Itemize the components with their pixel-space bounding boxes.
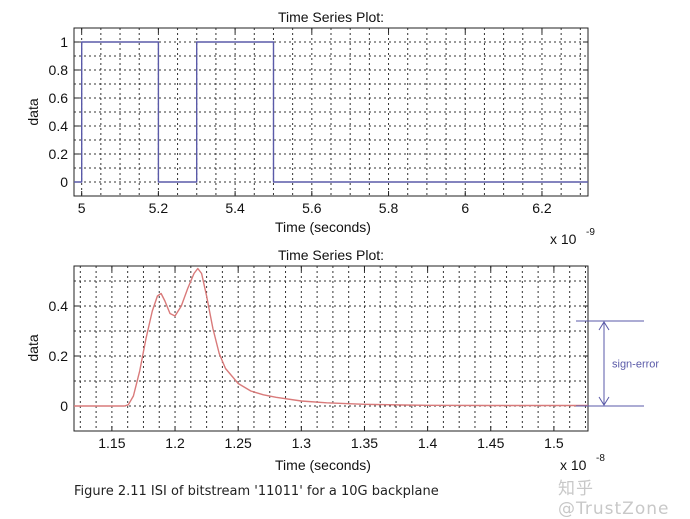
x-tick-label: 5.4 <box>225 200 245 216</box>
top-chart: Time Series Plot: 5 5.2 5.4 5.6 5.8 6 6.2 0 0.2 0.… <box>25 9 595 247</box>
x-exponent-power: -9 <box>586 227 595 238</box>
y-tick-label: 0 <box>60 174 68 190</box>
y-tick-label: 0.2 <box>49 348 69 364</box>
x-tick-label: 5.2 <box>149 200 169 216</box>
x-tick-label: 5.8 <box>379 200 399 216</box>
chart-title: Time Series Plot: <box>278 9 384 25</box>
x-tick-label: 1.25 <box>225 435 252 451</box>
annotation-arrowhead-up <box>598 321 610 331</box>
x-exponent-label: x 10 <box>550 231 577 247</box>
series-line <box>74 41 588 183</box>
y-axis-label: data <box>25 98 41 125</box>
annotation-arrowhead-down <box>598 396 610 406</box>
x-tick-label: 1.15 <box>98 435 125 451</box>
x-tick-label: 1.3 <box>292 435 312 451</box>
y-axis-label: data <box>25 334 41 361</box>
series-line <box>74 267 588 407</box>
y-tick-label: 0 <box>60 398 68 414</box>
x-exponent-power: -8 <box>596 453 605 464</box>
x-tick-label: 6 <box>461 200 469 216</box>
x-tick-label: 1.2 <box>165 435 185 451</box>
y-tick-label: 0.4 <box>49 118 69 134</box>
x-tick-label: 6.2 <box>532 200 552 216</box>
x-tick-label: 1.5 <box>544 435 564 451</box>
plot-frame <box>73 265 589 432</box>
y-tick-label: 0.4 <box>49 298 69 314</box>
x-exponent-label: x 10 <box>560 457 587 473</box>
chart-title: Time Series Plot: <box>278 247 384 263</box>
x-axis-label: Time (seconds) <box>275 219 371 235</box>
y-tick-label: 0.2 <box>49 146 69 162</box>
y-tick-label: 0.6 <box>49 90 69 106</box>
x-tick-label: 1.45 <box>477 435 504 451</box>
x-tick-label: 5.6 <box>302 200 322 216</box>
bottom-chart: Time Series Plot: 1.15 1.2 1.25 1.3 1.35 1.4 1.… <box>25 247 659 473</box>
x-axis-label: Time (seconds) <box>275 457 371 473</box>
y-tick-label: 1 <box>60 34 68 50</box>
annotation-label: sign-error <box>612 359 659 371</box>
x-tick-label: 5 <box>78 200 86 216</box>
y-tick-label: 0.8 <box>49 62 69 78</box>
x-tick-label: 1.35 <box>351 435 378 451</box>
figure-caption: Figure 2.11 ISI of bitstream '11011' for… <box>74 484 439 499</box>
watermark: 知乎 @TrustZone <box>558 479 670 519</box>
plot-frame <box>73 27 589 197</box>
x-tick-label: 1.4 <box>418 435 438 451</box>
